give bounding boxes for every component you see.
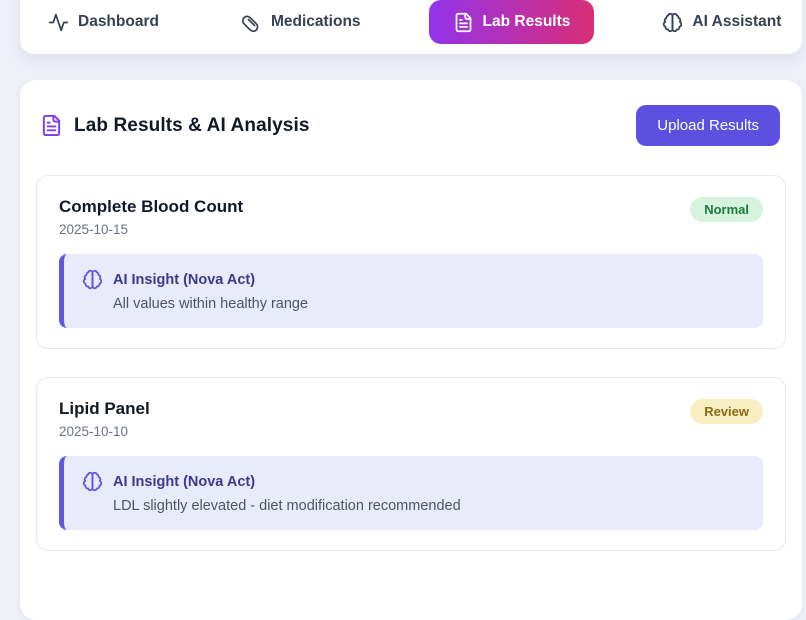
brain-icon bbox=[82, 471, 103, 492]
pill-icon bbox=[241, 15, 259, 32]
card-heading: Lipid Panel 2025-10-10 bbox=[59, 399, 150, 439]
tab-dashboard[interactable]: Dashboard bbox=[34, 0, 173, 44]
panel-title-wrap: Lab Results & AI Analysis bbox=[40, 114, 310, 137]
panel-header: Lab Results & AI Analysis Upload Results bbox=[36, 105, 786, 146]
card-header: Complete Blood Count 2025-10-15 Normal bbox=[59, 197, 763, 237]
lab-result-card: Complete Blood Count 2025-10-15 Normal A… bbox=[36, 175, 786, 349]
ai-insight-title: AI Insight (Nova Act) bbox=[113, 473, 256, 490]
lab-result-card: Lipid Panel 2025-10-10 Review AI Insight… bbox=[36, 377, 786, 551]
ai-insight-box: AI Insight (Nova Act) All values within … bbox=[59, 254, 763, 328]
tab-medications[interactable]: Medications bbox=[227, 0, 375, 44]
brain-icon bbox=[82, 269, 103, 290]
page-title: Lab Results & AI Analysis bbox=[74, 114, 310, 136]
card-header: Lipid Panel 2025-10-10 Review bbox=[59, 399, 763, 439]
tab-label: AI Assistant bbox=[692, 13, 782, 30]
activity-icon bbox=[48, 13, 69, 31]
brain-icon bbox=[663, 12, 683, 32]
ai-insight-title: AI Insight (Nova Act) bbox=[113, 271, 256, 288]
status-badge: Review bbox=[690, 399, 763, 424]
ai-insight-text: All values within healthy range bbox=[113, 296, 309, 312]
tab-lab-results[interactable]: Lab Results bbox=[428, 0, 595, 44]
file-text-icon bbox=[455, 12, 471, 32]
file-text-icon bbox=[42, 114, 61, 137]
tab-label: Lab Results bbox=[482, 13, 571, 30]
top-navigation: Dashboard Medications Lab Results AI Ass… bbox=[20, 0, 802, 54]
ai-insight-box: AI Insight (Nova Act) LDL slightly eleva… bbox=[59, 456, 763, 530]
result-name: Lipid Panel bbox=[59, 399, 150, 418]
tab-ai-assistant[interactable]: AI Assistant bbox=[648, 0, 795, 44]
result-date: 2025-10-10 bbox=[59, 424, 129, 439]
tab-label: Medications bbox=[270, 13, 361, 30]
result-name: Complete Blood Count bbox=[59, 197, 244, 216]
tab-label: Dashboard bbox=[78, 13, 159, 30]
ai-insight-text: LDL slightly elevated - diet modificatio… bbox=[113, 498, 461, 514]
ai-insight-header: AI Insight (Nova Act) bbox=[82, 269, 745, 290]
ai-insight-header: AI Insight (Nova Act) bbox=[82, 471, 745, 492]
lab-results-panel: Lab Results & AI Analysis Upload Results… bbox=[20, 80, 802, 620]
card-heading: Complete Blood Count 2025-10-15 bbox=[59, 197, 243, 237]
result-date: 2025-10-15 bbox=[59, 222, 129, 237]
upload-results-button[interactable]: Upload Results bbox=[636, 105, 780, 146]
status-badge: Normal bbox=[690, 197, 763, 222]
